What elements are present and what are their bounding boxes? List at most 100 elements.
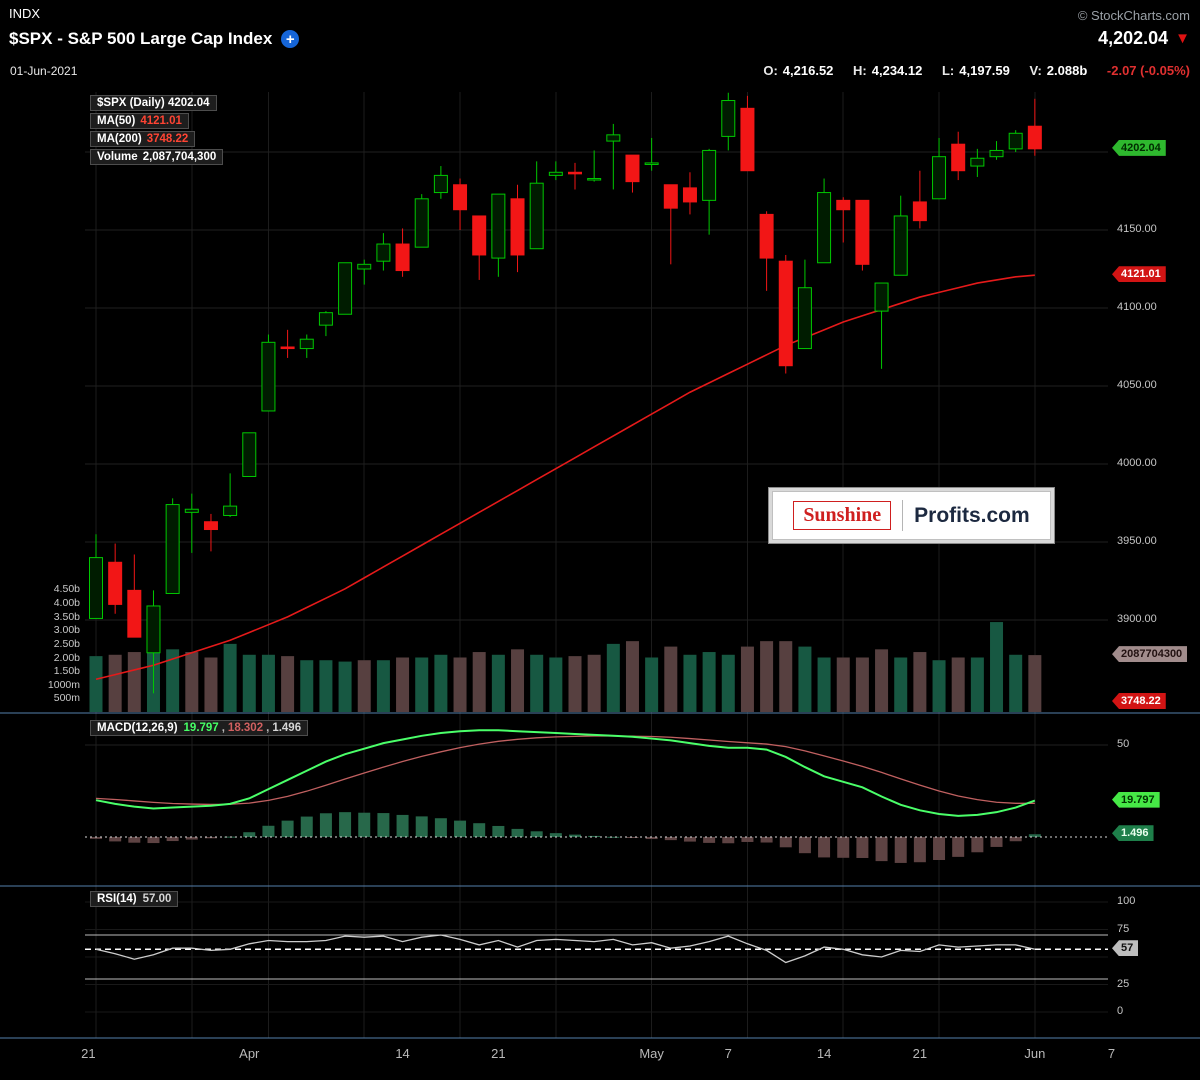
volume-scale-tick: 4.00b	[53, 597, 80, 609]
candlestick	[453, 184, 468, 211]
ohlc-quote: O: 4,216.52 H: 4,234.12 L: 4,197.59 V: 2.088…	[763, 63, 1190, 78]
volume-bar	[261, 654, 275, 712]
candlestick	[491, 193, 506, 259]
main-chart-legend: $SPX (Daily) 4202.04 MA(50) 4121.01 MA(20…	[90, 95, 224, 167]
candlestick	[855, 199, 870, 265]
candlestick	[682, 187, 697, 203]
candlestick	[568, 171, 582, 175]
axis-tick: 25	[1117, 977, 1130, 990]
macd-signal-line	[95, 735, 1035, 806]
title-row: $SPX - S&P 500 Large Cap Index +	[9, 29, 300, 49]
chart-date: 01-Jun-2021	[10, 64, 78, 78]
volume-bar	[702, 652, 716, 712]
macd-histogram-bar	[875, 837, 888, 862]
volume-label: V:	[1029, 63, 1042, 78]
macd-histogram-bar	[492, 825, 505, 837]
candlestick	[932, 156, 947, 200]
volume-bar	[453, 657, 467, 712]
candlestick	[740, 107, 755, 172]
axis-tick: 75	[1117, 922, 1130, 935]
legend-ma200: MA(200) 3748.22	[90, 131, 196, 147]
price-row: 4,202.04 ▼	[1098, 28, 1190, 49]
macd-histogram-bar	[779, 837, 792, 848]
volume-bar	[894, 657, 908, 712]
candlestick	[89, 557, 103, 619]
axis-tick: 4000.00	[1117, 457, 1157, 469]
volume-bar	[549, 657, 563, 712]
macd-histogram-bar	[319, 813, 332, 837]
candlestick	[127, 589, 142, 638]
volume-bar	[415, 657, 429, 712]
candlestick	[357, 263, 372, 270]
axis-tick: 0	[1117, 1005, 1124, 1017]
watermark-sunshine: Sunshine	[793, 501, 892, 530]
macd-histogram-bar	[300, 816, 313, 837]
volume-bar	[779, 641, 793, 712]
macd-histogram-bar	[1028, 834, 1041, 837]
macd-histogram-bar	[530, 831, 543, 837]
volume-bar	[568, 656, 582, 712]
candlestick	[759, 213, 774, 259]
volume-bar	[760, 641, 774, 712]
candlestick	[606, 134, 621, 142]
candlestick	[529, 182, 544, 250]
macd-histogram-bar	[569, 834, 581, 837]
macd-histogram-bar	[473, 823, 486, 837]
volume-bar	[472, 652, 486, 712]
legend-symbol-line: $SPX (Daily) 4202.04	[90, 95, 217, 111]
candlestick	[893, 215, 908, 276]
volume-scale-tick: 2.50b	[53, 637, 80, 650]
candlestick	[912, 201, 927, 222]
candlestick	[817, 192, 832, 264]
candlestick	[625, 154, 640, 183]
volume-bar	[664, 646, 678, 712]
candlestick	[644, 162, 659, 165]
candlestick	[778, 260, 793, 367]
axis-tick: 3950.00	[1117, 535, 1157, 547]
macd-histogram-bar	[933, 837, 946, 860]
volume-bar	[855, 657, 869, 712]
candlestick	[1027, 125, 1042, 150]
macd-hist-value: 1.496	[272, 722, 302, 734]
macd-histogram-bar	[798, 837, 811, 854]
macd-histogram-bar	[90, 837, 102, 839]
rsi-value: 57.00	[142, 893, 172, 905]
candlestick	[836, 199, 851, 211]
macd-histogram-bar	[185, 837, 198, 840]
rsi-line	[95, 934, 1035, 964]
volume-bar	[223, 643, 237, 712]
candlestick	[165, 504, 180, 594]
candlestick	[702, 149, 717, 201]
volume-bar	[913, 652, 927, 712]
volume-bar	[1028, 655, 1042, 712]
x-axis-label: 14	[395, 1046, 409, 1061]
rsi-badge: 57	[1112, 940, 1139, 957]
macd-histogram-bar	[588, 835, 601, 837]
candlestick	[970, 157, 985, 167]
open-label: O:	[763, 63, 778, 78]
macd-histogram-bar	[128, 837, 141, 843]
macd-histogram-bar	[1009, 837, 1022, 842]
macd-histogram-bar	[990, 837, 1003, 847]
candlestick	[376, 243, 391, 262]
macd-histogram-bar	[147, 837, 160, 844]
annotate-plus-icon[interactable]: +	[281, 30, 300, 48]
last-price: 4,202.04	[1098, 28, 1169, 48]
volume-bar	[166, 649, 180, 712]
axis-tick: 100	[1117, 895, 1136, 907]
sunshine-profits-watermark: Sunshine Profits.com	[768, 487, 1055, 544]
candlestick	[299, 338, 314, 350]
candlestick	[1008, 132, 1023, 150]
high-label: H:	[853, 63, 867, 78]
macd-histogram-bar	[454, 820, 467, 837]
macd-histogram-bar	[913, 837, 926, 863]
macd-histogram-bar	[837, 837, 850, 858]
open-value: 4,216.52	[782, 63, 834, 78]
macd-hist-badge: 1.496	[1112, 825, 1154, 842]
axis-tick: 3900.00	[1117, 613, 1157, 625]
low-label: L:	[941, 63, 955, 78]
candlestick	[874, 282, 889, 312]
rsi-label: RSI(14)	[97, 893, 137, 905]
candlestick	[242, 432, 257, 477]
